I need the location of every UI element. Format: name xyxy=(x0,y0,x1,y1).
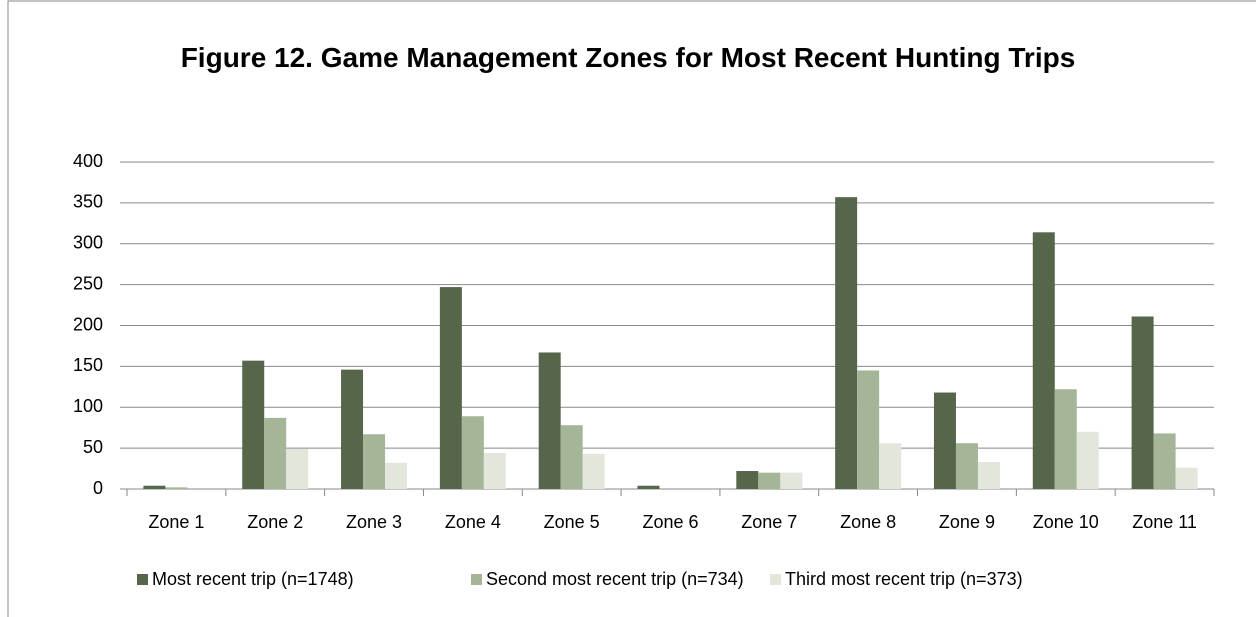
bar xyxy=(538,352,561,489)
bar xyxy=(341,369,364,489)
x-tick-label: Zone 8 xyxy=(840,512,896,532)
legend-label: Second most recent trip (n=734) xyxy=(486,569,744,589)
bar xyxy=(143,485,166,489)
bar xyxy=(483,453,506,489)
bar xyxy=(637,485,660,489)
bar xyxy=(165,487,188,489)
bar xyxy=(758,472,781,489)
x-tick-label: Zone 3 xyxy=(346,512,402,532)
y-tick-label: 350 xyxy=(73,192,103,212)
bar xyxy=(264,417,287,489)
bar xyxy=(286,448,309,489)
bar xyxy=(857,370,880,489)
bar xyxy=(955,443,978,489)
bar xyxy=(1175,467,1198,489)
y-tick-label: 250 xyxy=(73,273,103,293)
legend-label: Third most recent trip (n=373) xyxy=(785,569,1023,589)
bar xyxy=(736,471,759,489)
y-tick-label: 150 xyxy=(73,355,103,375)
bar xyxy=(1032,232,1055,489)
y-tick-label: 200 xyxy=(73,314,103,334)
bar xyxy=(879,443,902,489)
bar xyxy=(1131,316,1154,489)
legend-label: Most recent trip (n=1748) xyxy=(152,569,354,589)
bar xyxy=(461,416,484,489)
bar xyxy=(780,472,803,489)
bar xyxy=(363,434,386,489)
x-tick-label: Zone 10 xyxy=(1033,512,1099,532)
y-tick-label: 50 xyxy=(83,437,103,457)
bar xyxy=(242,360,265,489)
y-tick-label: 300 xyxy=(73,233,103,253)
y-tick-label: 100 xyxy=(73,396,103,416)
x-tick-label: Zone 2 xyxy=(247,512,303,532)
x-tick-label: Zone 9 xyxy=(939,512,995,532)
bar xyxy=(1076,431,1099,489)
legend-swatch xyxy=(471,574,482,585)
bar xyxy=(560,425,583,489)
chart-title: Figure 12. Game Management Zones for Mos… xyxy=(180,42,1076,73)
bar xyxy=(385,462,408,489)
x-tick-label: Zone 6 xyxy=(642,512,698,532)
legend-swatch xyxy=(770,574,781,585)
x-tick-label: Zone 1 xyxy=(148,512,204,532)
y-tick-label: 0 xyxy=(93,478,103,498)
bar xyxy=(1153,433,1176,489)
x-tick-label: Zone 5 xyxy=(544,512,600,532)
bar xyxy=(582,453,605,489)
x-tick-label: Zone 7 xyxy=(741,512,797,532)
y-tick-label: 400 xyxy=(73,151,103,171)
legend-swatch xyxy=(137,574,148,585)
bar xyxy=(439,287,462,489)
bar xyxy=(977,462,1000,489)
bar xyxy=(933,392,956,489)
bar xyxy=(835,197,858,489)
chart-border xyxy=(7,0,1256,617)
x-tick-label: Zone 4 xyxy=(445,512,501,532)
x-tick-label: Zone 11 xyxy=(1132,512,1197,532)
bar xyxy=(1054,389,1077,489)
